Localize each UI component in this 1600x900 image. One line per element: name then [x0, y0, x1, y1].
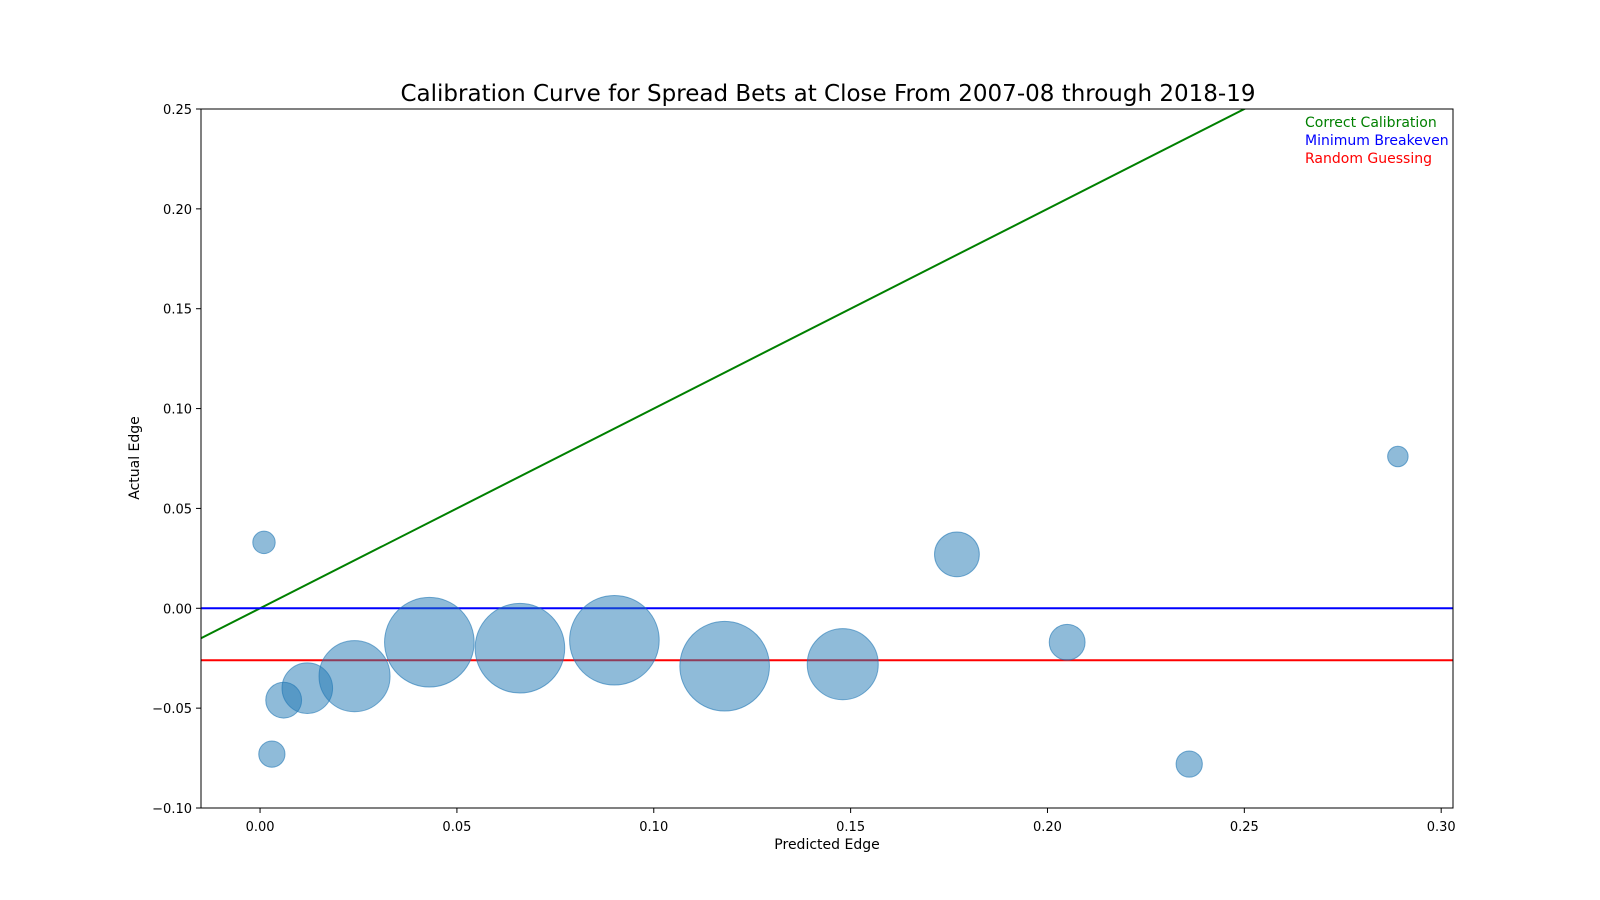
y-tick-label: 0.10 [163, 403, 192, 418]
y-tick-label: −0.05 [152, 702, 192, 717]
data-point [318, 640, 391, 713]
bubble-points [252, 445, 1409, 778]
y-tick-label: −0.10 [152, 802, 192, 817]
data-point [1175, 750, 1203, 778]
legend-entry: Random Guessing [1305, 151, 1432, 167]
x-axis-label: Predicted Edge [774, 837, 879, 853]
y-tick-label: 0.25 [163, 103, 192, 118]
y-tick-label: 0.00 [163, 602, 192, 617]
data-point [474, 602, 566, 694]
x-tick-label: 0.15 [836, 820, 865, 835]
legend: Correct Calibration Minimum Breakeven Rand… [1305, 115, 1449, 167]
legend-entry: Correct Calibration [1305, 115, 1437, 131]
y-axis: −0.10 −0.05 0.00 0.05 0.10 0.15 0.20 0.25 [152, 103, 201, 817]
data-point [1048, 623, 1086, 661]
y-axis-label: Actual Edge [127, 416, 143, 500]
plot-frame [200, 108, 1454, 809]
x-tick-label: 0.25 [1230, 820, 1259, 835]
data-point [679, 620, 770, 712]
y-tick-label: 0.05 [163, 502, 192, 517]
x-tick-label: 0.00 [246, 820, 275, 835]
x-tick-label: 0.05 [442, 820, 471, 835]
data-point [569, 594, 660, 686]
data-point [934, 531, 980, 578]
y-tick-label: 0.15 [163, 303, 192, 318]
data-point [384, 596, 475, 688]
data-point [258, 740, 286, 768]
x-tick-label: 0.30 [1427, 820, 1456, 835]
chart-title: Calibration Curve for Spread Bets at Clo… [401, 81, 1256, 107]
plot-area [200, 108, 1454, 809]
data-point [252, 530, 276, 555]
x-tick-label: 0.10 [639, 820, 668, 835]
data-point [1387, 445, 1409, 468]
data-point [806, 628, 879, 701]
legend-entry: Minimum Breakeven [1305, 133, 1449, 149]
x-axis: 0.00 0.05 0.10 0.15 0.20 0.25 0.30 [246, 808, 1456, 835]
y-tick-label: 0.20 [163, 203, 192, 218]
x-tick-label: 0.20 [1033, 820, 1062, 835]
